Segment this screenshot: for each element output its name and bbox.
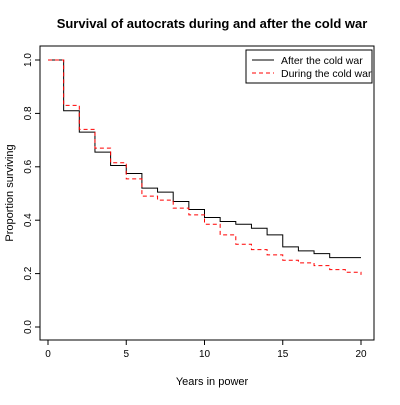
legend-label: During the cold war (281, 68, 372, 80)
chart-title: Survival of autocrats during and after t… (57, 16, 368, 31)
series-group (48, 59, 362, 275)
y-tick-label: 0.4 (23, 213, 34, 227)
series-line-after-cold-war (48, 59, 361, 259)
y-axis-label: Proportion surviving (4, 144, 16, 241)
x-tick-label: 15 (277, 349, 289, 360)
x-tick-label: 20 (355, 349, 367, 360)
plot-area (39, 45, 375, 341)
y-tick-label: 0.2 (23, 266, 34, 280)
x-tick-label: 5 (123, 349, 129, 360)
series-line-during-cold-war (48, 59, 362, 275)
x-tick-label: 10 (199, 349, 211, 360)
x-axis: 0 5 10 15 20 (45, 340, 367, 360)
x-tick-label: 0 (45, 349, 51, 360)
y-tick-label: 0.8 (23, 106, 34, 120)
legend-box (245, 49, 373, 84)
y-axis: 0.0 0.2 0.4 0.6 0.8 1.0 (23, 53, 40, 334)
y-tick-label: 0.6 (23, 159, 34, 173)
x-axis-label: Years in power (176, 376, 249, 388)
y-tick-label: 1.0 (23, 53, 34, 67)
plot-frame (39, 45, 375, 341)
legend-label: After the cold war (281, 55, 363, 67)
y-tick-label: 0.0 (23, 320, 34, 334)
